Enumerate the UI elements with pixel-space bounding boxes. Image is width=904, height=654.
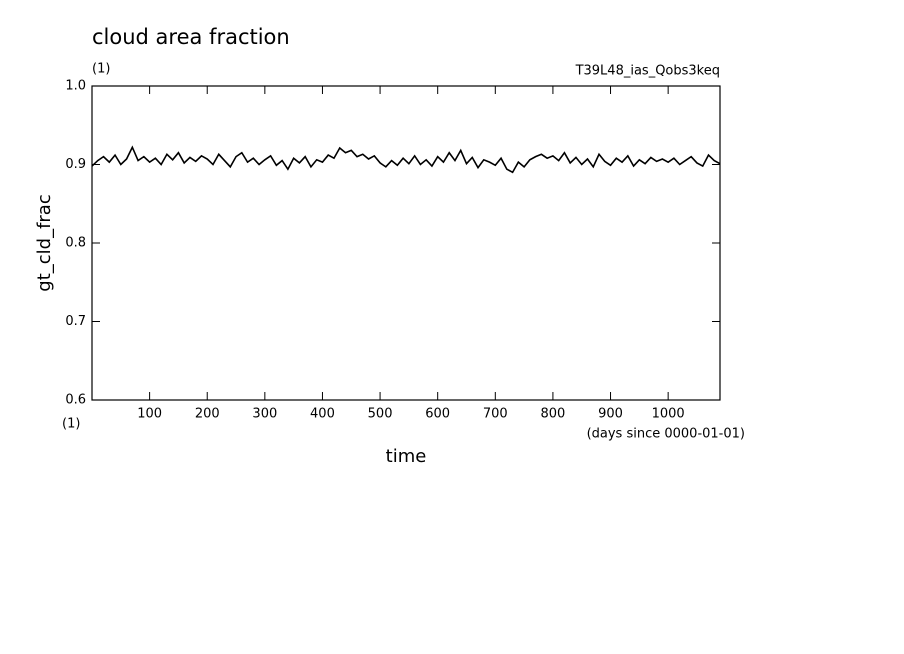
x-tick-label: 500 — [368, 407, 393, 422]
x-tick-label: 700 — [483, 407, 508, 422]
x-tick-label: 800 — [541, 407, 566, 422]
x-tick-label: 400 — [310, 407, 335, 422]
x-tick-label: 600 — [425, 407, 450, 422]
y-units: (1) — [92, 62, 110, 77]
x-units: (1) — [62, 417, 80, 432]
y-tick-label: 0.7 — [65, 314, 86, 329]
plot-frame — [91, 85, 721, 401]
annotation: T39L48_ias_Qobs3keq — [575, 64, 720, 79]
x-tick-label: 200 — [195, 407, 220, 422]
x-tick-label: 300 — [252, 407, 277, 422]
chart-title: cloud area fraction — [92, 25, 290, 49]
x-tick-label: 100 — [137, 407, 162, 422]
data-line — [91, 145, 721, 174]
x-axis-label: time — [386, 446, 427, 467]
x-tick-label: 900 — [598, 407, 623, 422]
x-unit-note: (days since 0000-01-01) — [587, 427, 745, 442]
y-tick-label: 1.0 — [65, 79, 86, 94]
y-axis-label: gt_cld_frac — [34, 194, 55, 291]
y-tick-label: 0.6 — [65, 393, 86, 408]
x-tick-label: 1000 — [652, 407, 685, 422]
y-tick-label: 0.9 — [65, 157, 86, 172]
y-tick-label: 0.8 — [65, 236, 86, 251]
